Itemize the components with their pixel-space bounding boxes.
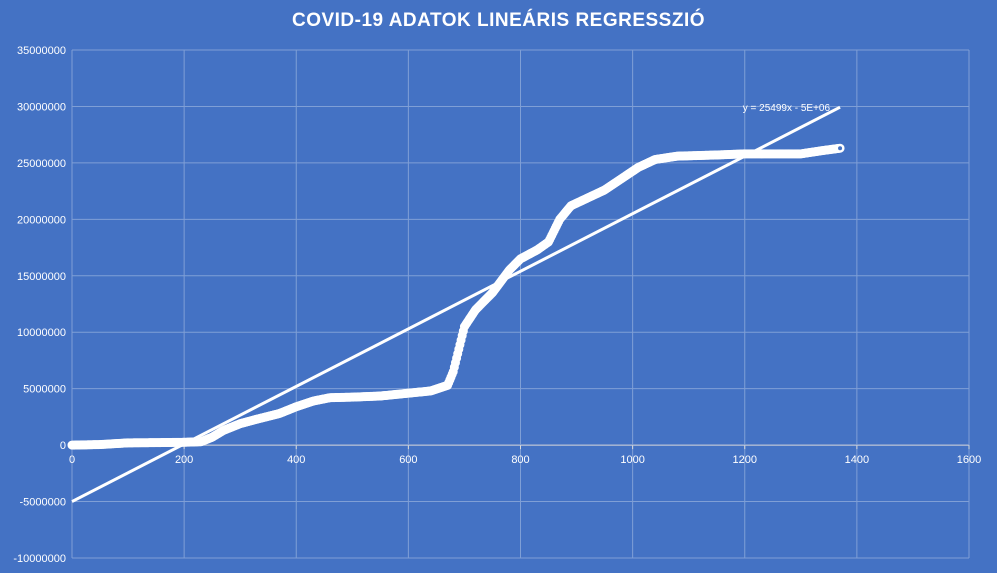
- chart-title: COVID-19 ADATOK LINEÁRIS REGRESSZIÓ: [291, 10, 706, 31]
- x-axis-tick-labels: 0 200 400 600 800 1000 1200 1400 1600: [69, 454, 981, 466]
- grid-lines: [71, 49, 970, 559]
- x-tick-label: 0: [69, 454, 75, 466]
- x-tick-label: 200: [175, 454, 193, 466]
- trendline-equation-label: y = 25499x - 5E+06: [743, 103, 831, 114]
- series-last-point-center: [838, 146, 843, 151]
- trendline: [71, 105, 841, 503]
- y-tick-label: 15000000: [17, 271, 66, 283]
- x-tick-label: 1200: [733, 454, 757, 466]
- y-tick-label: 30000000: [17, 101, 66, 113]
- x-tick-label: 1400: [845, 454, 869, 466]
- y-axis-tick-labels: -10000000 -5000000 0 5000000 10000000 1500000…: [13, 45, 66, 565]
- y-tick-label: 35000000: [17, 45, 66, 57]
- y-tick-label: -10000000: [13, 553, 66, 565]
- y-tick-label: -5000000: [20, 497, 67, 509]
- y-tick-label: 25000000: [17, 158, 66, 170]
- x-tick-label: 800: [511, 454, 529, 466]
- y-tick-label: 0: [60, 440, 66, 452]
- x-tick-label: 1000: [620, 454, 644, 466]
- x-tick-label: 1600: [957, 454, 981, 466]
- x-tick-label: 400: [287, 454, 305, 466]
- y-tick-label: 5000000: [23, 384, 66, 396]
- y-tick-label: 10000000: [17, 327, 66, 339]
- y-tick-label: 20000000: [17, 214, 66, 226]
- data-series: [67, 143, 845, 450]
- x-tick-label: 600: [399, 454, 417, 466]
- trendline-group: y = 25499x - 5E+06: [71, 103, 841, 503]
